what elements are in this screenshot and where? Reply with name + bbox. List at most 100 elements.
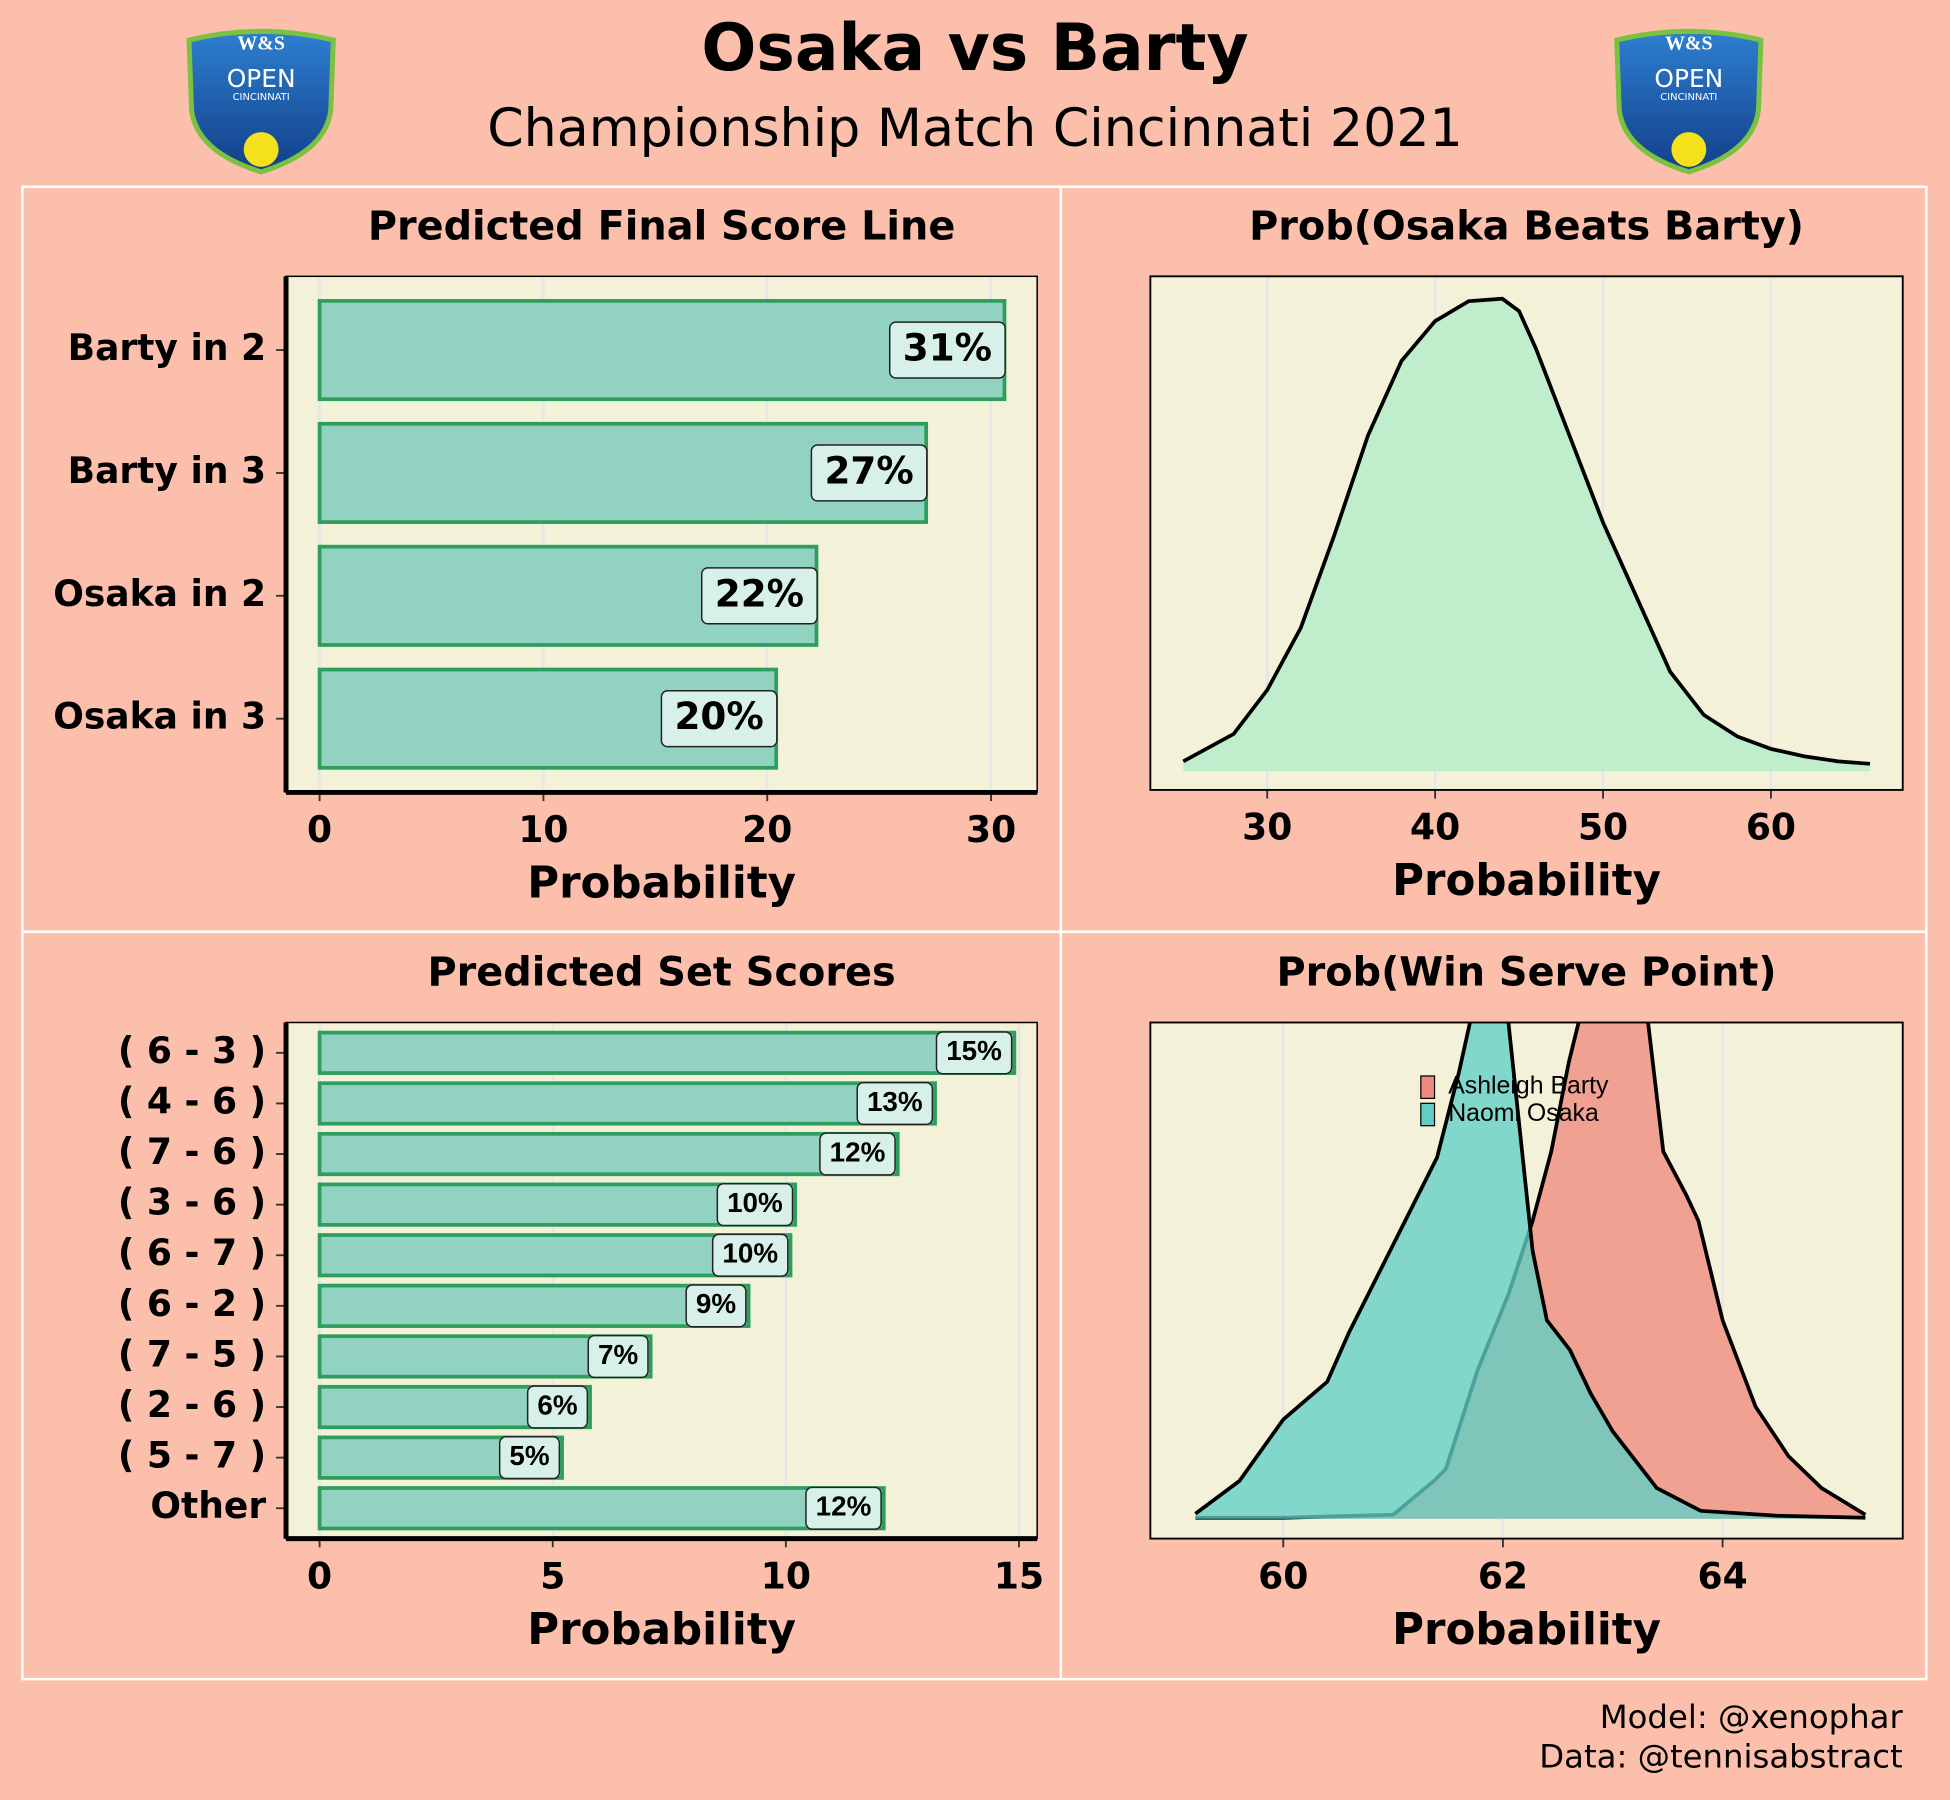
bar: [317, 1182, 798, 1227]
logo-city: CINCINNATI: [1660, 92, 1717, 103]
y-tick-label: ( 2 - 6 ): [118, 1384, 266, 1426]
logo-name: OPEN: [1654, 64, 1723, 93]
bar: [317, 1486, 886, 1531]
value-label-box: [587, 1334, 649, 1379]
plot-area: [1194, 1022, 1867, 1520]
y-tick-label: Barty in 3: [68, 450, 267, 492]
legend-label: Ashleigh Barty: [1448, 1072, 1609, 1100]
value-label: 10%: [722, 1238, 778, 1269]
x-tick-label: 5: [540, 1555, 565, 1597]
value-label: 27%: [824, 448, 913, 492]
x-tick-label: 30: [1242, 807, 1292, 849]
density-line: [1182, 296, 1871, 766]
chart: Predicted Final Score Line 0 10 20 30 Probabi…: [53, 204, 1038, 909]
value-label: 20%: [674, 694, 763, 738]
logo-ball: [243, 132, 279, 167]
value-label-box: [805, 1486, 882, 1530]
page-subtitle: Championship Match Cincinnati 2021: [487, 99, 1463, 159]
x-tick-label: 60: [1746, 807, 1796, 849]
value-label-box: [935, 1031, 1013, 1075]
value-label-box: [711, 1233, 789, 1277]
x-axis-label: Probability: [527, 1605, 796, 1655]
x-tick-label: 50: [1578, 807, 1628, 849]
value-label-box: [810, 444, 928, 502]
value-label: 10%: [727, 1187, 783, 1218]
legend-swatch: [1420, 1075, 1436, 1099]
logo-mark: W&S: [237, 33, 285, 55]
logo-shield: [1614, 28, 1764, 175]
chart: Prob(Win Serve Point) 60 62 64 Probability As…: [1149, 950, 1904, 1655]
x-tick-label: 10: [761, 1555, 811, 1597]
value-label-box: [700, 567, 818, 625]
x-tick-label: 30: [966, 809, 1016, 851]
y-tick-label: ( 6 - 7 ): [118, 1232, 266, 1274]
footer-text: Data: @tennisabstract: [1539, 1738, 1902, 1776]
logo-ball: [1671, 132, 1707, 167]
y-tick-label: ( 6 - 2 ): [118, 1283, 266, 1325]
value-label-box: [660, 689, 778, 748]
x-tick-label: 15: [994, 1555, 1044, 1597]
value-label: 15%: [946, 1035, 1002, 1066]
legend-label: Naomi Osaka: [1448, 1099, 1599, 1127]
y-tick-label: Osaka in 2: [53, 573, 266, 615]
density-area: [1183, 298, 1871, 772]
x-tick-label: 60: [1258, 1555, 1308, 1597]
value-label-box: [819, 1132, 896, 1176]
legend-swatch: [1420, 1102, 1436, 1127]
chart: Prob(Osaka Beats Barty) 30 40 50 60 Probabili…: [1149, 204, 1904, 906]
x-axis-label: Probability: [1392, 856, 1661, 906]
y-tick-label: ( 4 - 6 ): [118, 1080, 266, 1122]
value-label: 6%: [537, 1389, 577, 1420]
x-tick-label: 62: [1478, 1555, 1528, 1597]
value-label-box: [685, 1284, 747, 1328]
page-title: Osaka vs Barty: [701, 11, 1248, 86]
value-label-box: [856, 1081, 934, 1126]
x-tick-label: 0: [307, 1555, 332, 1597]
y-tick-label: Barty in 2: [68, 327, 267, 369]
logo-city: CINCINNATI: [233, 92, 290, 103]
logo: W&S OPEN CINCINNATI: [1614, 28, 1764, 175]
value-label: 9%: [696, 1288, 736, 1319]
chart-title: Prob(Osaka Beats Barty): [1249, 204, 1804, 250]
x-axis-label: Probability: [527, 859, 796, 909]
chart-title: Predicted Final Score Line: [368, 204, 956, 250]
x-tick-label: 64: [1698, 1555, 1748, 1597]
logo: W&S OPEN CINCINNATI: [186, 28, 336, 175]
y-tick-label: ( 5 - 7 ): [118, 1435, 266, 1477]
bar: [317, 1030, 1017, 1075]
value-label: 12%: [830, 1136, 886, 1167]
y-tick-label: ( 3 - 6 ): [118, 1182, 266, 1224]
x-tick-label: 40: [1410, 807, 1460, 849]
value-label-box: [498, 1436, 561, 1480]
logo-shield: [186, 28, 336, 175]
value-label: 31%: [903, 326, 992, 370]
panel-borders: [21, 185, 1928, 1681]
bar: [317, 1081, 937, 1126]
x-tick-label: 10: [518, 809, 568, 851]
logo-mark: W&S: [1665, 33, 1712, 55]
x-axis-label: Probability: [1392, 1605, 1661, 1655]
value-label: 12%: [816, 1491, 872, 1522]
bar: [317, 1131, 900, 1177]
value-label-box: [716, 1183, 794, 1227]
y-tick-label: Osaka in 3: [53, 696, 266, 738]
footer-text: Model: @xenophar: [1600, 1698, 1904, 1736]
chart-title: Predicted Set Scores: [428, 950, 896, 996]
y-tick-label: ( 6 - 3 ): [118, 1030, 266, 1072]
x-tick-label: 0: [307, 809, 332, 851]
logo-name: OPEN: [227, 64, 296, 93]
chart: Predicted Set Scores 0 5 10 15 Probability ( 6…: [118, 950, 1044, 1655]
y-tick-label: ( 7 - 5 ): [118, 1333, 266, 1375]
value-label: 5%: [509, 1440, 549, 1471]
x-tick-label: 20: [742, 809, 792, 851]
plot-area: [1182, 296, 1871, 772]
plot-frame: [1149, 1021, 1904, 1540]
plot-frame: [1149, 275, 1904, 791]
value-label: 13%: [867, 1086, 923, 1117]
chart-title: Prob(Win Serve Point): [1276, 950, 1776, 996]
y-tick-label: ( 7 - 6 ): [118, 1131, 266, 1173]
value-label: 7%: [598, 1339, 638, 1370]
density-area: [1195, 1022, 1866, 1519]
value-label: 22%: [715, 571, 804, 615]
